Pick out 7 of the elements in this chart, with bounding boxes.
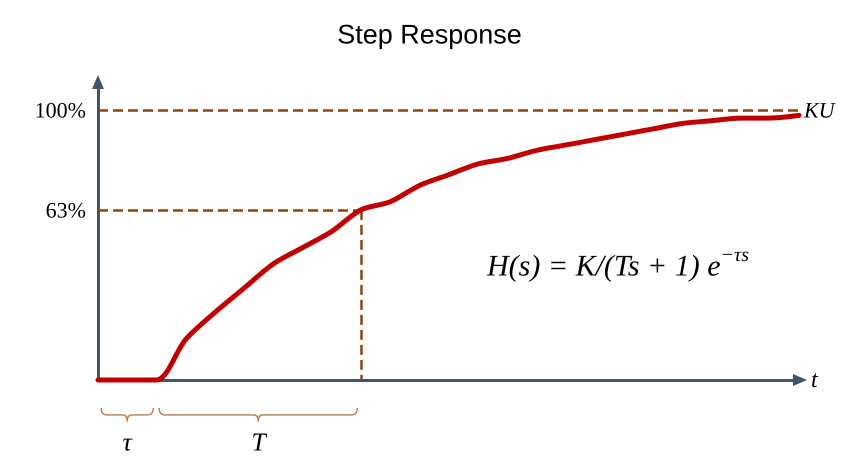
chart-title: Step Response bbox=[337, 20, 522, 50]
text: T bbox=[251, 428, 268, 456]
text: τ bbox=[122, 428, 134, 456]
y-tick-label: 63% bbox=[46, 197, 86, 222]
x-axis-title: t bbox=[811, 367, 819, 393]
ref-line-label: KU bbox=[803, 98, 837, 122]
y-tick-label: 100% bbox=[34, 98, 86, 122]
